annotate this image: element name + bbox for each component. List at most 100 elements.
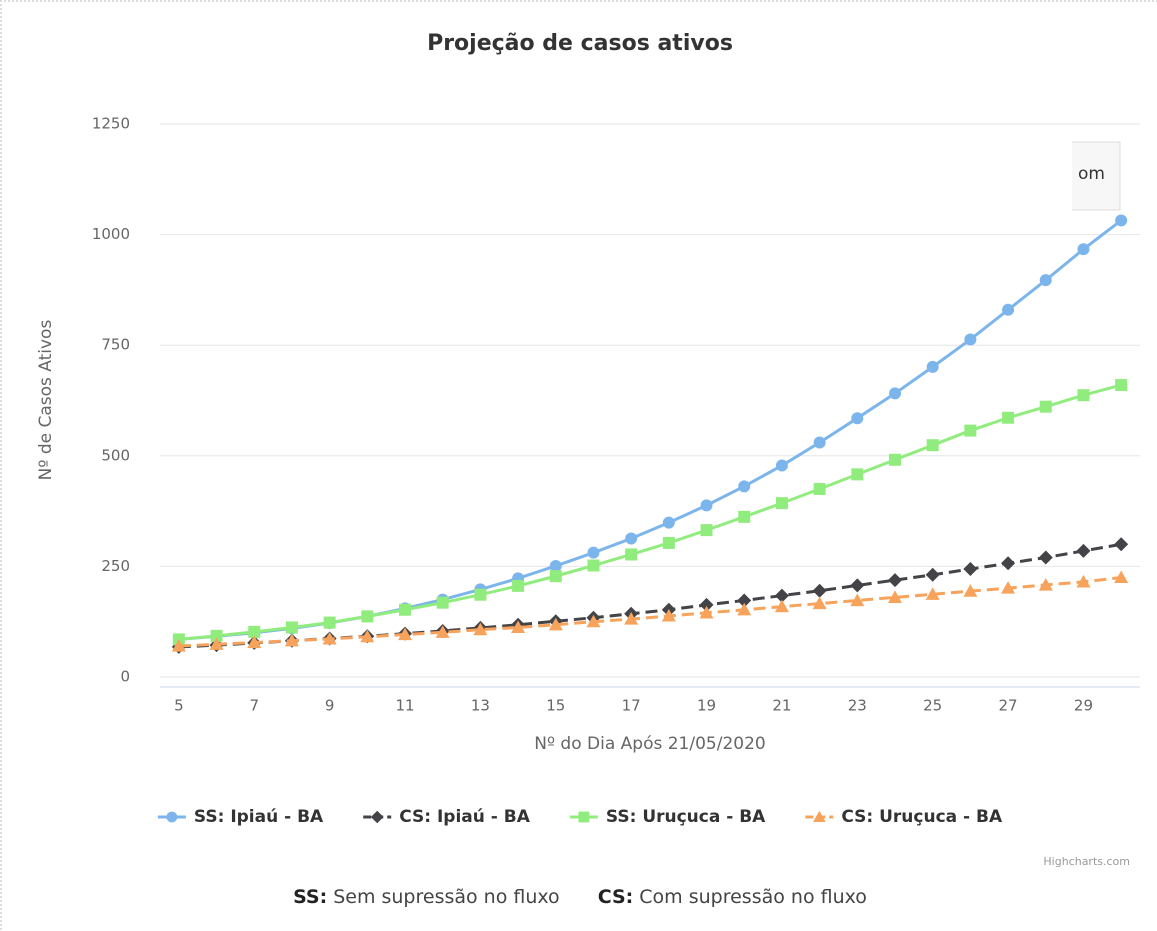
- marker: [775, 497, 788, 510]
- legend-label: CS: Ipiaú - BA: [399, 807, 530, 827]
- marker: [360, 629, 375, 643]
- marker: [662, 536, 675, 549]
- marker: [210, 629, 223, 642]
- marker: [700, 499, 713, 512]
- marker: [1115, 214, 1128, 227]
- marker: [436, 596, 449, 609]
- footer-note: Com supressão no fluxo: [639, 886, 867, 908]
- marker: [888, 590, 902, 603]
- marker: [323, 616, 336, 629]
- footer-note: Sem supressão no fluxo: [333, 886, 560, 908]
- marker: [1077, 389, 1090, 402]
- x-tick-label: 15: [546, 697, 565, 715]
- marker: [166, 811, 178, 823]
- marker: [248, 625, 261, 638]
- marker: [209, 637, 224, 650]
- legend-label: SS: Ipiaú - BA: [194, 807, 324, 827]
- footer-abbr: CS:: [598, 886, 634, 908]
- marker: [1114, 570, 1129, 584]
- marker: [625, 548, 638, 561]
- x-axis-label: Nº do Dia Após 21/05/2020: [534, 734, 765, 754]
- marker: [511, 620, 526, 634]
- legend-item[interactable]: SS: Ipiaú - BA: [157, 807, 324, 827]
- marker: [813, 482, 826, 495]
- x-tick-label: 17: [622, 697, 641, 715]
- marker: [738, 510, 751, 523]
- marker: [699, 605, 714, 619]
- marker: [774, 588, 789, 603]
- marker: [624, 612, 639, 625]
- marker: [1076, 574, 1091, 588]
- marker: [1077, 243, 1090, 256]
- marker: [851, 412, 864, 425]
- marker: [737, 593, 752, 608]
- series-line: [178, 542, 1122, 649]
- marker: [813, 810, 826, 823]
- footer: SS: Sem supressão no fluxo CS: Com supressã…: [293, 886, 867, 908]
- marker: [625, 532, 638, 545]
- y-tick-label: 250: [101, 557, 130, 575]
- marker: [737, 602, 752, 616]
- marker: [964, 333, 977, 346]
- marker: [549, 559, 562, 572]
- marker: [699, 597, 714, 612]
- marker: [850, 593, 865, 607]
- legend-item[interactable]: CS: Uruçuca - BA: [805, 807, 1003, 827]
- marker: [1002, 411, 1015, 424]
- marker: [964, 424, 977, 437]
- marker: [812, 583, 827, 598]
- legend-item[interactable]: SS: Uruçuca - BA: [569, 807, 766, 827]
- marker: [925, 587, 940, 600]
- marker: [775, 459, 788, 472]
- marker: [661, 608, 676, 622]
- x-tick-label: 7: [249, 697, 259, 715]
- x-tick-label: 19: [697, 697, 716, 715]
- marker: [398, 627, 412, 641]
- footer-text: SS: Sem supressão no fluxo CS: Com supressã…: [293, 886, 867, 908]
- x-tick-label: 23: [848, 697, 867, 715]
- y-tick-label: 500: [101, 446, 130, 464]
- marker: [926, 360, 939, 373]
- marker: [851, 468, 864, 481]
- x-tick-label: 29: [1074, 697, 1093, 715]
- y-axis-label: Nº de Casos Ativos: [36, 320, 56, 481]
- marker: [435, 625, 450, 638]
- marker: [549, 570, 562, 583]
- marker: [1115, 379, 1128, 392]
- marker: [1076, 543, 1091, 558]
- x-tick-label: 13: [471, 697, 490, 715]
- marker: [1039, 274, 1052, 287]
- marker: [812, 596, 827, 610]
- marker: [850, 578, 865, 593]
- marker: [888, 573, 902, 588]
- marker: [774, 599, 789, 613]
- plot-area: [171, 214, 1129, 654]
- marker: [738, 480, 751, 493]
- marker: [925, 567, 940, 582]
- marker: [322, 631, 337, 645]
- marker: [662, 516, 675, 529]
- menu-text: om: [1078, 164, 1105, 184]
- menu-cover: [952, 140, 1072, 212]
- y-tick-label: 750: [101, 336, 130, 354]
- legend-label: CS: Uruçuca - BA: [841, 807, 1003, 827]
- footer-abbr: SS:: [293, 886, 327, 908]
- marker: [813, 436, 826, 449]
- x-tick-label: 25: [923, 697, 942, 715]
- marker: [587, 559, 600, 572]
- marker: [284, 633, 299, 647]
- marker: [361, 610, 374, 623]
- credits: Highcharts.com: [1043, 855, 1130, 868]
- marker: [586, 614, 601, 628]
- marker: [247, 635, 262, 649]
- marker: [399, 603, 411, 616]
- marker: [889, 453, 901, 466]
- series-line: [178, 575, 1122, 648]
- marker: [474, 588, 487, 601]
- marker: [1038, 577, 1053, 591]
- marker: [963, 584, 978, 597]
- marker: [1001, 581, 1016, 594]
- marker: [285, 621, 298, 634]
- marker: [1039, 400, 1052, 413]
- marker: [889, 387, 901, 400]
